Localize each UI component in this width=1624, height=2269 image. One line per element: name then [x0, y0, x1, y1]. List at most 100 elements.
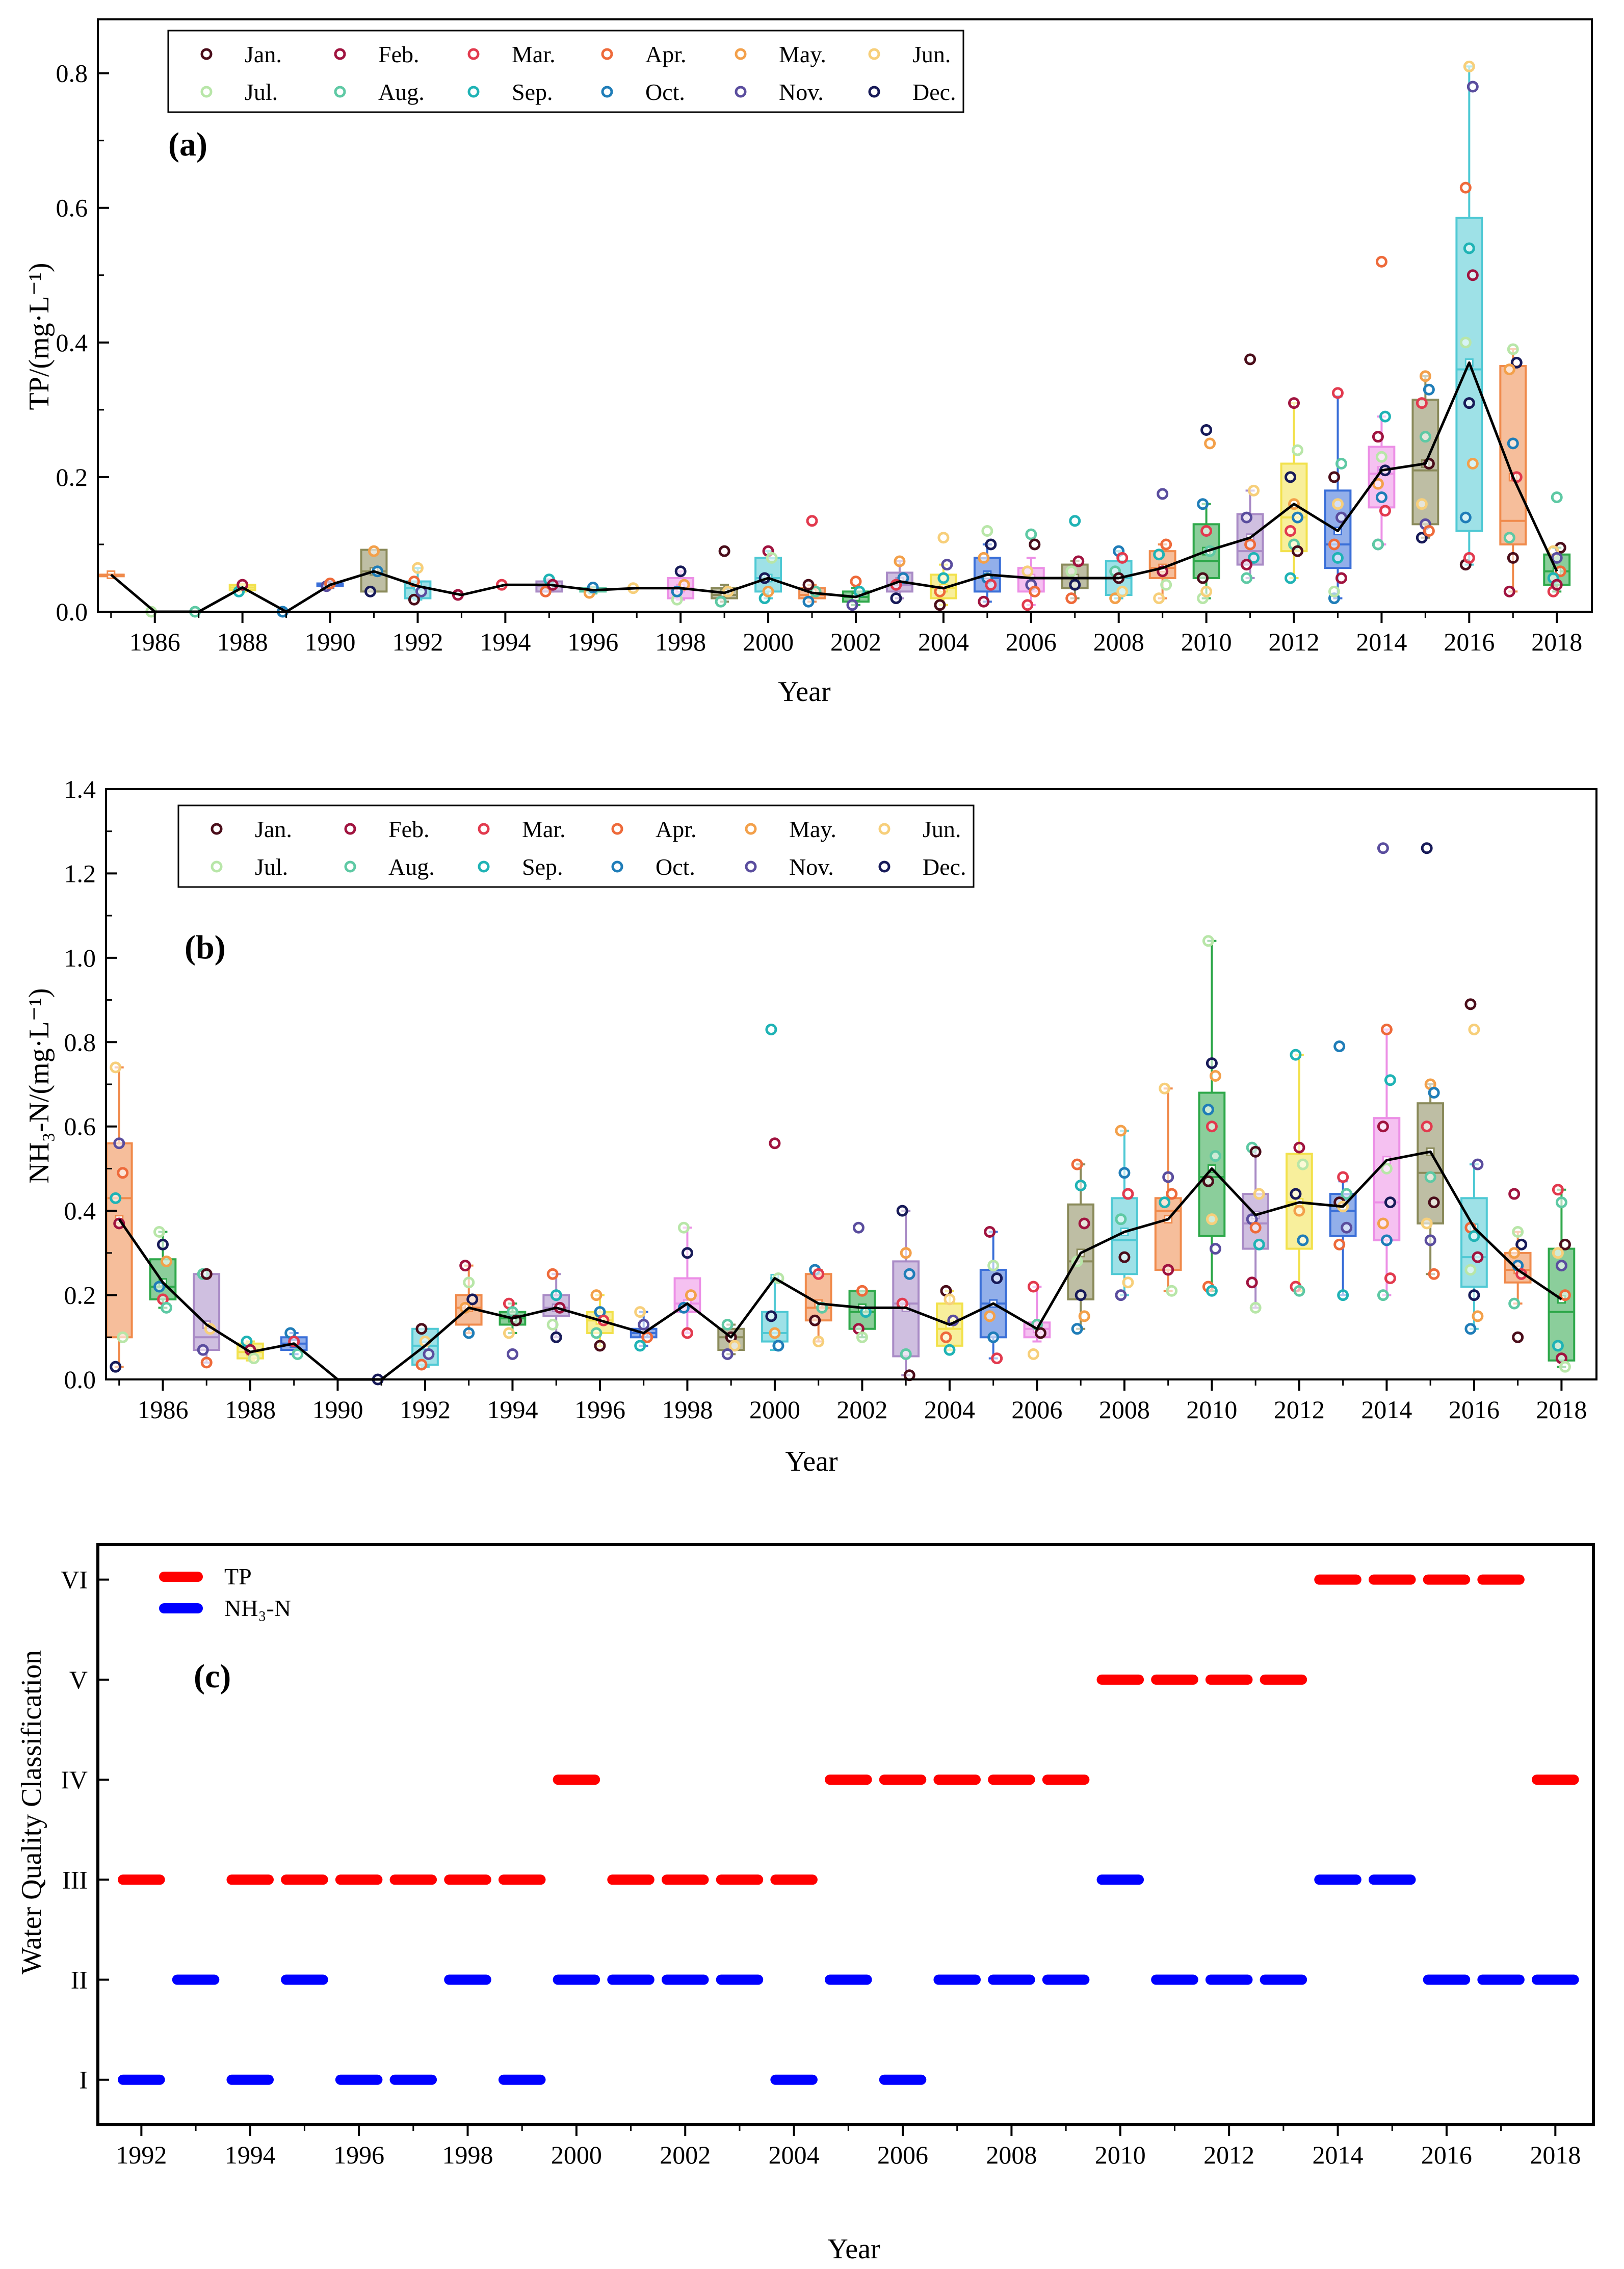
monthly-point: [1512, 1226, 1524, 1238]
monthly-point: [1421, 842, 1433, 854]
y-tick-label: III: [62, 1865, 88, 1894]
y-tick-label: 0.8: [64, 1028, 96, 1056]
monthly-point: [1468, 1230, 1480, 1242]
monthly-point: [1337, 1289, 1349, 1301]
monthly-point: [1293, 1205, 1305, 1217]
monthly-point: [641, 1331, 653, 1343]
monthly-point: [944, 1344, 956, 1356]
monthly-point: [1507, 552, 1519, 564]
legend-marker: [200, 48, 213, 60]
monthly-point: [1503, 585, 1515, 597]
legend-label: Sep.: [522, 854, 563, 880]
monthly-point: [685, 1289, 697, 1301]
monthly-point: [985, 538, 997, 551]
monthly-point: [594, 1340, 606, 1352]
x-tick-label: 2014: [1313, 2141, 1364, 2169]
monthly-point: [248, 1352, 260, 1365]
panel-c-label: (c): [194, 1658, 231, 1695]
monthly-point: [1157, 488, 1169, 500]
y-tick-label: VI: [61, 1566, 88, 1594]
monthly-point: [237, 579, 249, 591]
monthly-point: [292, 1348, 304, 1360]
legend-marker: [878, 823, 890, 835]
x-tick-label: 2018: [1530, 2141, 1581, 2169]
monthly-point: [1075, 1289, 1087, 1301]
monthly-point: [1166, 1285, 1178, 1297]
legend-marker: [611, 823, 623, 835]
legend-marker: [467, 86, 480, 98]
monthly-point: [415, 1323, 428, 1335]
monthly-point: [1384, 1196, 1396, 1209]
monthly-point: [423, 1348, 435, 1360]
mean-trend-line: [110, 361, 1558, 613]
monthly-point: [1472, 1310, 1484, 1322]
monthly-point: [1297, 1158, 1309, 1170]
monthly-point: [1328, 585, 1340, 597]
monthly-point: [1118, 1167, 1131, 1179]
x-tick-label: 2002: [830, 628, 881, 656]
monthly-point: [1464, 1323, 1477, 1335]
monthly-point: [1421, 1120, 1433, 1133]
monthly-point: [937, 532, 950, 544]
monthly-point: [850, 576, 862, 588]
legend-label: Nov.: [789, 854, 834, 880]
panel-a-ylabel: TP/(mg·L⁻¹): [23, 263, 55, 410]
x-tick-label: 1986: [137, 1395, 188, 1424]
x-tick-label: 2016: [1444, 628, 1495, 656]
panel-b-boxes: [105, 1091, 1576, 1366]
monthly-point: [364, 585, 377, 597]
monthly-point: [503, 1327, 515, 1339]
monthly-point: [1159, 1082, 1171, 1094]
monthly-point: [1206, 1285, 1218, 1297]
x-tick-label: 1998: [442, 2141, 493, 2169]
monthly-point: [463, 1276, 475, 1289]
legend-label: Jan.: [255, 816, 292, 842]
monthly-point: [765, 1310, 777, 1322]
legend-label: Aug.: [388, 854, 435, 880]
monthly-point: [1290, 1188, 1302, 1200]
y-tick-label: 0.0: [56, 597, 88, 626]
panel-a-label: (a): [168, 126, 207, 163]
monthly-point: [1463, 552, 1475, 564]
monthly-point: [1552, 1340, 1564, 1352]
monthly-point: [1464, 998, 1477, 1010]
monthly-point: [1292, 444, 1304, 456]
monthly-point: [1241, 559, 1253, 571]
monthly-point: [1380, 1234, 1393, 1246]
legend-marker: [735, 86, 747, 98]
monthly-point: [110, 1061, 122, 1074]
legend-marker: [611, 860, 623, 873]
monthly-point: [894, 555, 906, 567]
x-tick-label: 1992: [116, 2141, 167, 2169]
x-tick-label: 2014: [1356, 628, 1407, 656]
box: [193, 1273, 221, 1351]
monthly-point: [117, 1167, 129, 1179]
x-tick-label: 2016: [1449, 1395, 1500, 1424]
monthly-point: [1244, 538, 1256, 551]
monthly-point: [1027, 1281, 1039, 1293]
monthly-point: [160, 1301, 172, 1314]
monthly-point: [769, 1327, 781, 1339]
y-tick-label: V: [69, 1665, 88, 1694]
x-tick-label: 2006: [877, 2141, 928, 2169]
monthly-point: [1424, 1171, 1436, 1183]
monthly-point: [550, 1331, 562, 1343]
y-tick-label: 1.2: [64, 859, 96, 888]
monthly-point: [1249, 1145, 1262, 1158]
monthly-point: [762, 585, 774, 597]
monthly-point: [987, 1331, 1000, 1343]
monthly-point: [1021, 565, 1034, 578]
monthly-point: [1069, 515, 1081, 527]
legend-label: Oct.: [656, 854, 695, 880]
monthly-point: [1380, 1162, 1393, 1175]
monthly-point: [153, 1281, 165, 1293]
monthly-point: [984, 1310, 996, 1322]
monthly-point: [459, 1260, 472, 1272]
monthly-point: [978, 595, 990, 608]
monthly-point: [1071, 1323, 1083, 1335]
monthly-point: [1109, 592, 1121, 605]
x-tick-label: 2002: [836, 1395, 887, 1424]
monthly-point: [1375, 255, 1387, 268]
